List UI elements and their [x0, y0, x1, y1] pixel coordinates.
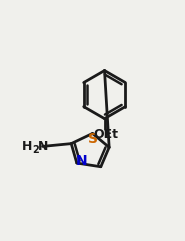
Text: S: S	[88, 132, 98, 146]
Text: H: H	[22, 140, 32, 153]
Text: N: N	[76, 154, 87, 168]
Text: N: N	[38, 140, 48, 153]
Text: OEt: OEt	[93, 128, 118, 141]
Text: 2: 2	[32, 145, 39, 155]
